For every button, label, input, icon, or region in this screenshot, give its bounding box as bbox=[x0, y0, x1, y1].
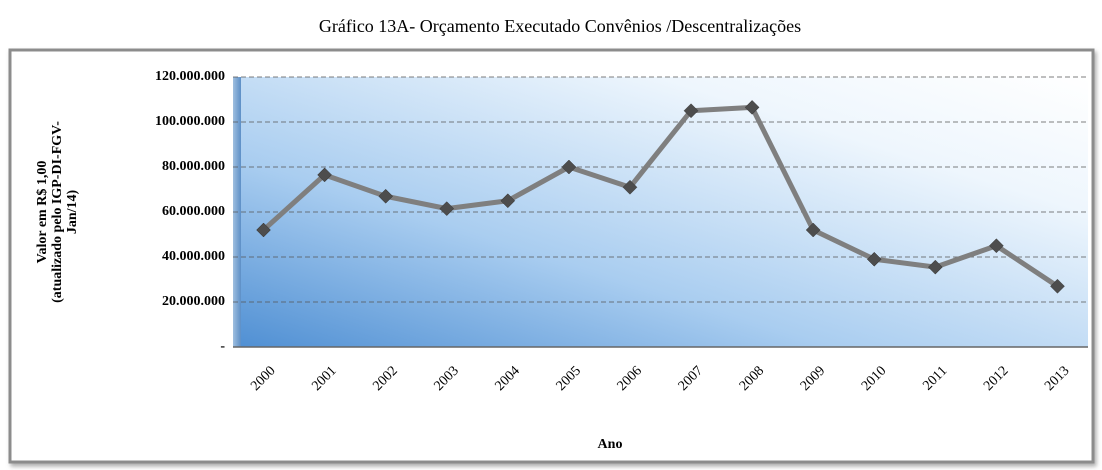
y-tick-label: 20.000.000 bbox=[162, 294, 225, 309]
data-point bbox=[989, 238, 1004, 254]
data-point bbox=[744, 100, 760, 115]
data-point bbox=[622, 179, 638, 195]
data-line bbox=[261, 104, 1059, 289]
data-point bbox=[256, 222, 271, 238]
y-axis-title: Valor em R$ 1,00 (atualizado pelo IGP-DI-… bbox=[35, 121, 80, 303]
y-axis-title-line: Jan/14) bbox=[65, 189, 80, 234]
data-point bbox=[927, 259, 943, 275]
data-point bbox=[378, 188, 394, 204]
data-point bbox=[561, 159, 577, 175]
data-point bbox=[317, 167, 332, 183]
data-point bbox=[500, 193, 516, 209]
data-point bbox=[805, 222, 821, 238]
data-point bbox=[1050, 278, 1065, 294]
y-axis-title-line: (atualizado pelo IGP-DI-FGV- bbox=[50, 121, 65, 303]
data-point bbox=[683, 103, 699, 119]
y-tick-label: 60.000.000 bbox=[162, 204, 225, 219]
data-point bbox=[439, 201, 455, 216]
y-tick-label: 120.000.000 bbox=[155, 69, 225, 84]
data-point bbox=[866, 251, 882, 267]
y-tick-label: 80.000.000 bbox=[162, 159, 225, 174]
chart-title: Gráfico 13A- Orçamento Executado Convêni… bbox=[319, 16, 801, 36]
y-axis-title-line: Valor em R$ 1,00 bbox=[35, 161, 50, 264]
y-tick-label: 100.000.000 bbox=[155, 114, 225, 129]
x-axis-title: Ano bbox=[598, 437, 623, 452]
y-tick-label: - bbox=[220, 339, 225, 354]
y-tick-label: 40.000.000 bbox=[162, 249, 225, 264]
